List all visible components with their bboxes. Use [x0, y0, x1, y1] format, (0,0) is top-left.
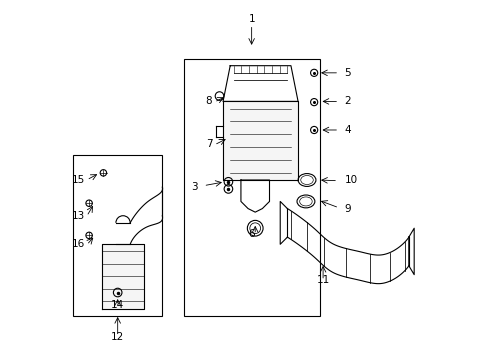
- Bar: [183, 59, 319, 316]
- Text: 2: 2: [344, 96, 350, 107]
- Text: 15: 15: [72, 175, 85, 185]
- Polygon shape: [223, 102, 298, 180]
- Text: 12: 12: [111, 332, 124, 342]
- Text: 5: 5: [344, 68, 350, 78]
- Polygon shape: [241, 180, 269, 212]
- Text: 7: 7: [205, 139, 212, 149]
- Text: 9: 9: [344, 203, 350, 213]
- Text: 1: 1: [248, 14, 254, 24]
- Text: 6: 6: [248, 229, 254, 239]
- Text: 11: 11: [316, 275, 329, 285]
- Text: 14: 14: [111, 300, 124, 310]
- Text: 4: 4: [344, 125, 350, 135]
- Polygon shape: [102, 244, 144, 309]
- Polygon shape: [408, 228, 413, 275]
- Bar: [73, 155, 162, 316]
- Text: 16: 16: [72, 239, 85, 249]
- Polygon shape: [223, 66, 298, 102]
- Text: 8: 8: [205, 96, 212, 107]
- Text: 3: 3: [191, 182, 198, 192]
- Text: 13: 13: [72, 211, 85, 221]
- Text: 10: 10: [344, 175, 357, 185]
